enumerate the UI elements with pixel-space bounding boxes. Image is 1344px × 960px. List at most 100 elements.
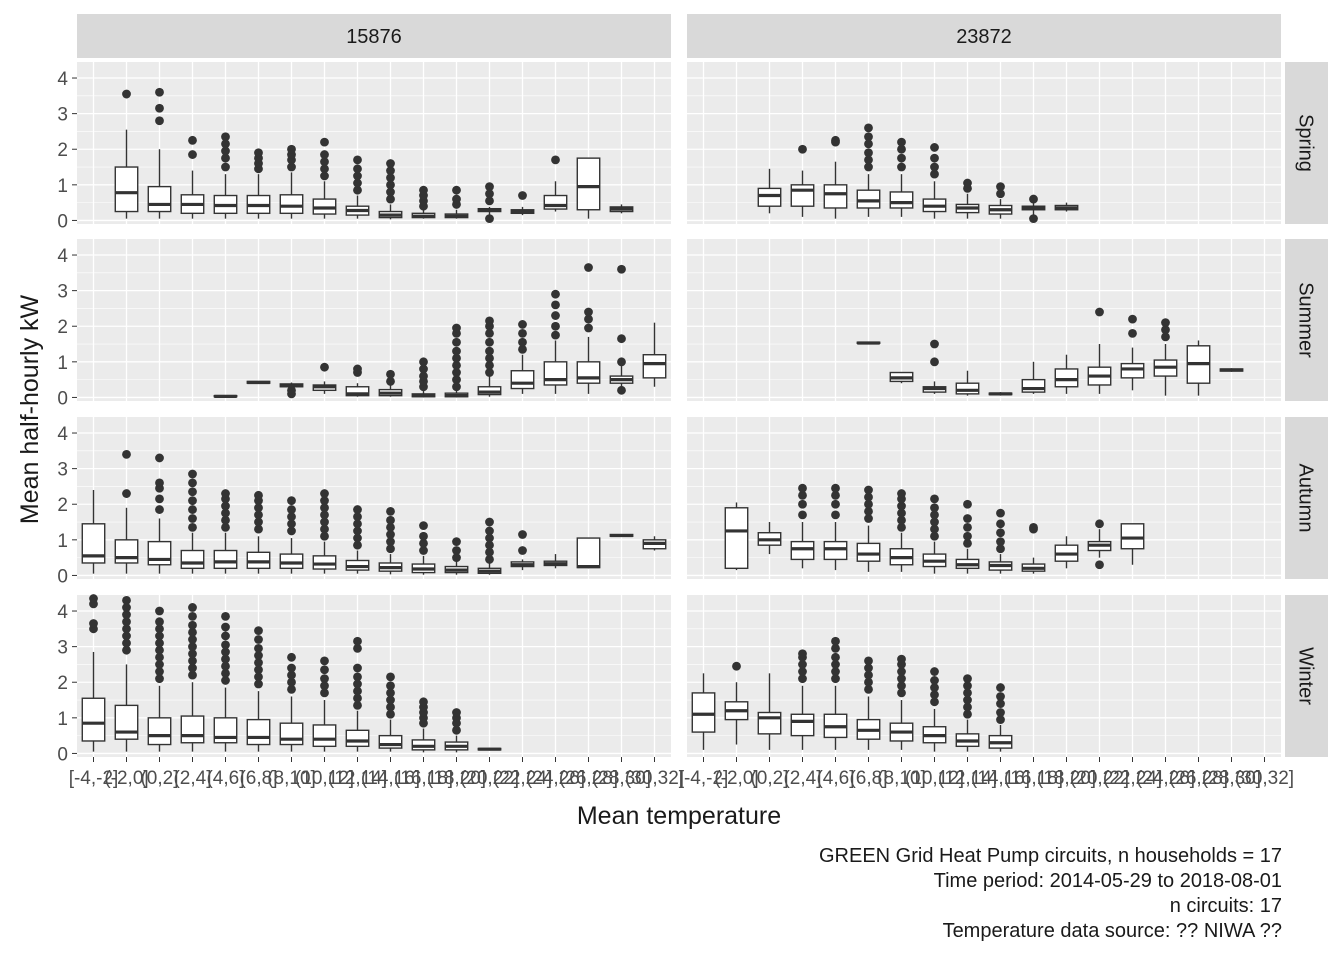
boxplot-23872-spring-3	[790, 144, 815, 217]
outlier-point	[930, 510, 939, 520]
outlier-point	[897, 674, 906, 684]
outlier-point	[1161, 325, 1170, 335]
boxplot-15876-summer-17	[642, 322, 667, 387]
outlier-point	[485, 353, 494, 363]
y-tick-label: 4	[57, 602, 68, 623]
outlier-point	[188, 514, 197, 523]
outlier-point	[864, 684, 873, 694]
outlier-point	[996, 715, 1005, 725]
outlier-point	[386, 544, 395, 554]
outlier-point	[188, 522, 197, 532]
outlier-point	[221, 139, 230, 149]
iqr-box	[213, 549, 238, 570]
outlier-point	[732, 661, 741, 671]
outlier-point	[353, 155, 362, 165]
outlier-point	[584, 307, 593, 317]
outlier-point	[930, 494, 939, 504]
x-tick-label: (26,28]	[559, 768, 618, 789]
outlier-point	[963, 674, 972, 684]
x-tick-label: (16,18]	[394, 768, 453, 789]
boxplot-23872-summer-16	[1219, 368, 1244, 372]
boxplot-15876-autumn-11	[444, 537, 469, 575]
outlier-point	[485, 182, 494, 192]
outlier-point	[353, 693, 362, 703]
iqr-box	[790, 540, 815, 561]
outlier-point	[320, 688, 329, 698]
outlier-point	[930, 697, 939, 707]
outlier-point	[122, 89, 131, 99]
outlier-point	[353, 178, 362, 188]
outlier-point	[963, 688, 972, 698]
outlier-point	[452, 725, 461, 735]
outlier-point	[419, 531, 428, 541]
outlier-point	[155, 667, 164, 676]
iqr-box	[180, 549, 205, 570]
outlier-point	[930, 531, 939, 541]
outlier-point	[419, 697, 428, 707]
boxplot-15876-summer-7	[312, 362, 337, 394]
outlier-point	[897, 515, 906, 525]
outlier-point	[930, 676, 939, 685]
outlier-point	[930, 517, 939, 527]
x-tick-label: (20,22]	[460, 768, 519, 789]
outlier-point	[353, 364, 362, 374]
facet-strip-15876	[77, 14, 671, 58]
outlier-point	[864, 514, 873, 523]
outlier-point	[963, 514, 972, 523]
outlier-point	[287, 684, 296, 694]
iqr-box	[576, 361, 601, 384]
outlier-point	[798, 483, 807, 493]
outlier-point	[452, 353, 461, 363]
outlier-point	[320, 362, 329, 372]
boxplot-23872-summer-6	[889, 371, 914, 384]
outlier-point	[221, 153, 230, 163]
outlier-point	[864, 485, 873, 495]
outlier-point	[518, 337, 527, 347]
outlier-point	[551, 321, 560, 331]
outlier-point	[831, 483, 840, 493]
outlier-point	[254, 679, 263, 689]
panel-background	[77, 239, 671, 401]
y-tick-label: 2	[57, 673, 68, 694]
outlier-point	[551, 300, 560, 310]
outlier-point	[188, 642, 197, 652]
boxplot-15876-spring-2	[147, 87, 172, 219]
outlier-point	[485, 555, 494, 564]
outlier-point	[1095, 519, 1104, 529]
boxplot-23872-summer-15	[1186, 340, 1211, 396]
outlier-point	[188, 135, 197, 145]
boxplot-15876-summer-10	[411, 357, 436, 398]
x-tick-label: (22,24]	[493, 768, 552, 789]
iqr-box	[279, 194, 304, 215]
outlier-point	[617, 334, 626, 344]
y-tick-label: 4	[57, 69, 68, 90]
outlier-point	[584, 323, 593, 333]
boxplot-15876-spring-9	[378, 159, 403, 220]
boxplot-15876-summer-4	[213, 394, 238, 398]
outlier-point	[963, 702, 972, 712]
y-tick-label: 0	[57, 388, 68, 409]
outlier-point	[996, 537, 1005, 547]
outlier-point	[287, 526, 296, 536]
outlier-point	[221, 146, 230, 156]
panel-background	[687, 417, 1281, 579]
x-tick-label: (14,16]	[971, 768, 1030, 789]
outlier-point	[155, 478, 164, 488]
outlier-point	[122, 489, 131, 498]
outlier-point	[798, 490, 807, 500]
outlier-point	[419, 357, 428, 367]
outlier-point	[996, 699, 1005, 708]
outlier-point	[963, 538, 972, 548]
outlier-point	[584, 314, 593, 324]
outlier-point	[452, 368, 461, 377]
boxplot-23872-autumn-1	[724, 502, 749, 571]
caption-line-data-source: Temperature data source: ?? NIWA ??	[942, 920, 1282, 942]
outlier-point	[485, 196, 494, 206]
boxplot-15876-spring-15	[576, 157, 601, 219]
outlier-point	[386, 173, 395, 183]
outlier-point	[963, 499, 972, 509]
x-tick-label: (26,28]	[1169, 768, 1228, 789]
boxplot-15876-summer-9	[378, 369, 403, 397]
outlier-point	[584, 263, 593, 272]
outlier-point	[386, 672, 395, 682]
